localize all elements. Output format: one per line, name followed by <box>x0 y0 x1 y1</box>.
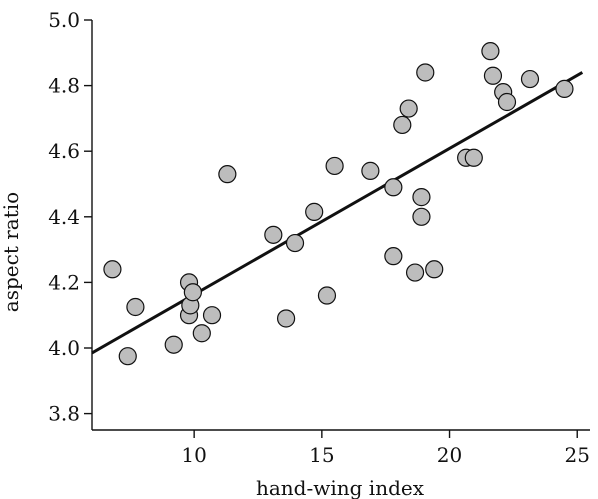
x-tick-label: 10 <box>181 443 206 467</box>
data-point <box>405 263 425 282</box>
y-tick-label: 4.4 <box>48 205 80 229</box>
data-point <box>103 260 122 279</box>
y-tick-label: 4.0 <box>48 336 80 360</box>
data-point <box>520 69 540 89</box>
data-point <box>218 165 237 184</box>
data-point <box>285 233 305 253</box>
y-tick-label: 4.6 <box>48 139 80 163</box>
data-point <box>399 99 418 118</box>
data-point <box>164 335 183 354</box>
data-point <box>276 309 296 328</box>
x-tick-label: 15 <box>309 443 334 467</box>
data-point <box>412 188 431 207</box>
data-point <box>464 148 483 167</box>
x-tick-label: 20 <box>437 443 462 467</box>
x-tick-label: 25 <box>565 443 590 467</box>
y-tick-label: 5.0 <box>48 8 80 32</box>
data-point <box>305 202 324 221</box>
y-tick-label: 4.2 <box>48 270 80 294</box>
data-point <box>416 63 435 82</box>
data-point <box>483 66 503 85</box>
data-point <box>384 247 403 266</box>
data-point <box>361 161 380 180</box>
data-point <box>118 347 137 366</box>
data-point <box>192 324 211 343</box>
data-point <box>481 42 500 61</box>
data-point <box>183 283 202 302</box>
data-point <box>497 92 517 112</box>
data-point <box>325 156 344 176</box>
data-point <box>412 207 431 226</box>
y-ticks: 3.8 4.0 4.2 4.4 4.6 4.8 5.0 <box>48 8 92 426</box>
y-tick-label: 3.8 <box>48 402 80 426</box>
data-point <box>555 79 574 98</box>
x-ticks: 10 15 20 25 <box>181 430 590 467</box>
data-point <box>126 297 145 317</box>
points-layer <box>103 42 574 366</box>
axes <box>91 20 590 431</box>
data-point <box>384 178 403 197</box>
data-point <box>317 286 337 305</box>
regression-line-layer <box>91 71 584 355</box>
data-point <box>264 225 283 244</box>
data-point <box>202 306 222 325</box>
y-tick-label: 4.8 <box>48 74 80 98</box>
y-axis-title: aspect ratio <box>0 192 23 312</box>
data-point <box>393 115 412 135</box>
x-axis-title: hand-wing index <box>256 476 425 499</box>
regression-line <box>91 71 584 355</box>
data-point <box>425 260 444 279</box>
